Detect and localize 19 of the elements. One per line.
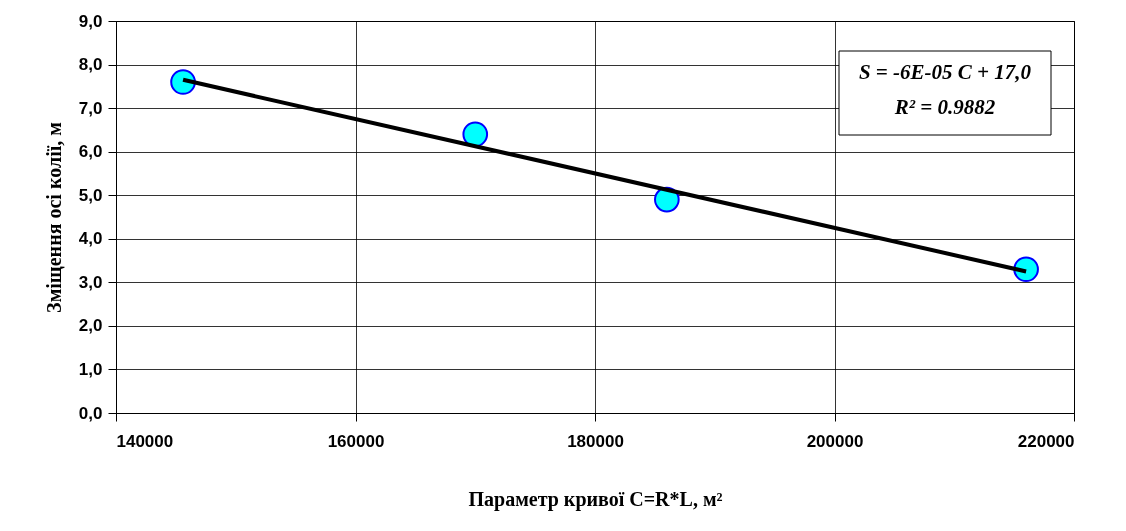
y-tick-label: 0,0 — [78, 403, 103, 423]
y-tick-label: 2,0 — [78, 316, 103, 336]
x-axis-title: Параметр кривої C=R*L, м² — [468, 487, 723, 511]
y-tick-label: 9,0 — [78, 11, 103, 31]
x-tick-label: 220000 — [1017, 431, 1075, 451]
x-tick-label: 180000 — [567, 431, 624, 451]
y-tick-label: 4,0 — [78, 229, 103, 249]
y-tick-label: 5,0 — [78, 185, 103, 205]
x-tick-label: 200000 — [806, 431, 864, 451]
annotation: R² = 0.9882 — [893, 95, 996, 119]
y-tick-label: 7,0 — [78, 98, 103, 118]
y-tick-label: 8,0 — [78, 55, 103, 75]
y-tick-label: 3,0 — [78, 272, 103, 292]
x-tick-label: 140000 — [116, 431, 174, 451]
annotation: S = -6E-05 C + 17,0 — [858, 60, 1032, 84]
y-axis-title: Зміщення осі колії, м — [42, 122, 65, 313]
x-tick-label: 160000 — [327, 431, 385, 451]
y-tick-label: 1,0 — [78, 359, 103, 379]
y-tick-label: 6,0 — [78, 142, 103, 162]
